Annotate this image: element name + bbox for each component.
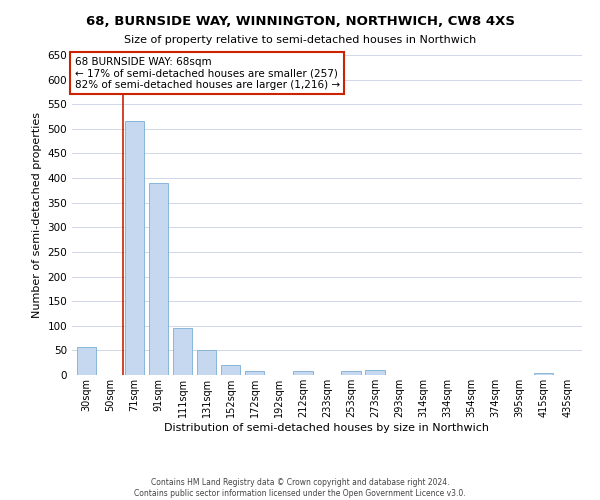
Bar bbox=[221, 365, 241, 375]
Bar bbox=[125, 122, 144, 375]
Bar bbox=[245, 371, 265, 375]
Bar bbox=[293, 371, 313, 375]
Bar bbox=[365, 370, 385, 375]
Text: 68 BURNSIDE WAY: 68sqm
← 17% of semi-detached houses are smaller (257)
82% of se: 68 BURNSIDE WAY: 68sqm ← 17% of semi-det… bbox=[74, 56, 340, 90]
Text: 68, BURNSIDE WAY, WINNINGTON, NORTHWICH, CW8 4XS: 68, BURNSIDE WAY, WINNINGTON, NORTHWICH,… bbox=[86, 15, 515, 28]
Bar bbox=[341, 371, 361, 375]
Text: Size of property relative to semi-detached houses in Northwich: Size of property relative to semi-detach… bbox=[124, 35, 476, 45]
Bar bbox=[149, 183, 168, 375]
Text: Contains HM Land Registry data © Crown copyright and database right 2024.
Contai: Contains HM Land Registry data © Crown c… bbox=[134, 478, 466, 498]
Bar bbox=[173, 328, 192, 375]
Bar bbox=[77, 347, 96, 375]
Bar bbox=[197, 350, 217, 375]
X-axis label: Distribution of semi-detached houses by size in Northwich: Distribution of semi-detached houses by … bbox=[164, 422, 490, 432]
Y-axis label: Number of semi-detached properties: Number of semi-detached properties bbox=[32, 112, 42, 318]
Bar bbox=[534, 372, 553, 375]
